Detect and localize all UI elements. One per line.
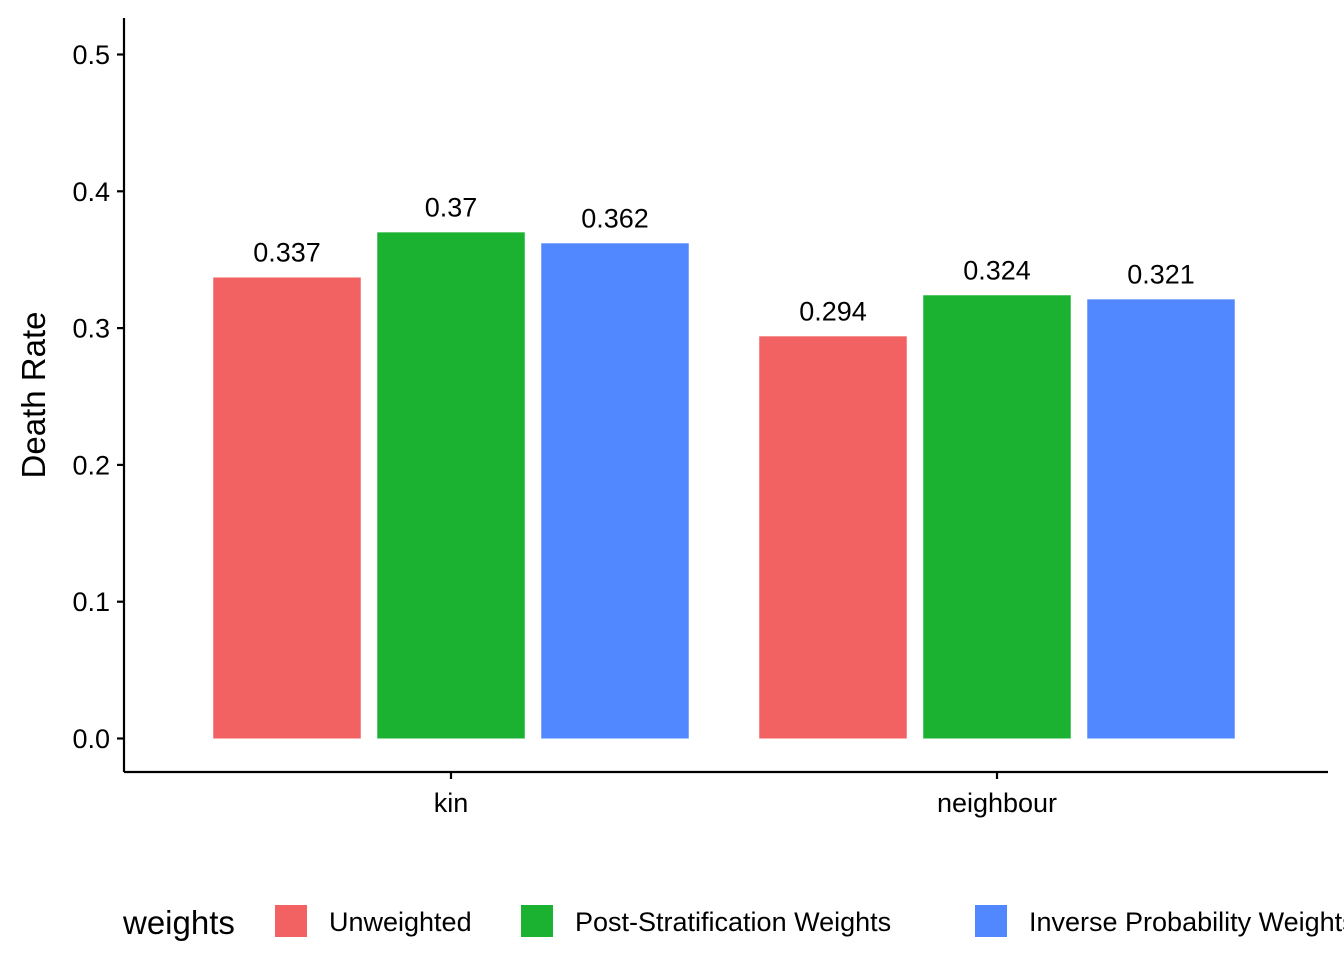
legend-items: Unweighted Post-Stratification Weights Inv… <box>275 905 1344 937</box>
bar-neighbour-0 <box>759 336 907 739</box>
y-ticks: 0.0 0.1 0.2 0.3 0.4 0.5 <box>72 40 124 754</box>
x-tick-label: neighbour <box>937 788 1057 818</box>
legend-key-1 <box>521 905 553 937</box>
legend-label-2: Inverse Probability Weights <box>1029 907 1344 937</box>
y-tick-label: 0.0 <box>72 724 110 754</box>
data-labels: 0.337 0.37 0.362 0.294 0.324 0.321 <box>253 192 1195 326</box>
y-axis-title: Death Rate <box>15 312 52 479</box>
y-axis: 0.0 0.1 0.2 0.3 0.4 0.5 <box>72 18 126 772</box>
bar-kin-0 <box>213 277 361 739</box>
bar-kin-1 <box>377 232 525 739</box>
legend-key-0 <box>275 905 307 937</box>
y-tick-label: 0.2 <box>72 450 110 480</box>
legend: weights Unweighted Post-Stratification We… <box>122 904 1344 941</box>
y-tick-label: 0.5 <box>72 40 110 70</box>
data-label: 0.337 <box>253 237 321 267</box>
legend-label-1: Post-Stratification Weights <box>575 907 891 937</box>
data-label: 0.37 <box>425 192 478 222</box>
data-label: 0.362 <box>581 203 649 233</box>
bar-neighbour-2 <box>1087 299 1235 739</box>
data-label: 0.294 <box>799 296 867 326</box>
legend-title: weights <box>122 904 235 941</box>
y-tick-label: 0.3 <box>72 314 110 344</box>
x-tick-label: kin <box>434 788 469 818</box>
data-label: 0.321 <box>1127 259 1195 289</box>
bars <box>213 232 1235 739</box>
x-ticks: kin neighbour <box>434 772 1057 818</box>
legend-label-0: Unweighted <box>329 907 472 937</box>
y-tick-label: 0.1 <box>72 587 110 617</box>
bar-kin-2 <box>541 243 689 739</box>
y-tick-label: 0.4 <box>72 177 110 207</box>
data-label: 0.324 <box>963 255 1031 285</box>
legend-key-2 <box>975 905 1007 937</box>
bar-neighbour-1 <box>923 295 1071 739</box>
x-axis: kin neighbour <box>124 770 1328 818</box>
